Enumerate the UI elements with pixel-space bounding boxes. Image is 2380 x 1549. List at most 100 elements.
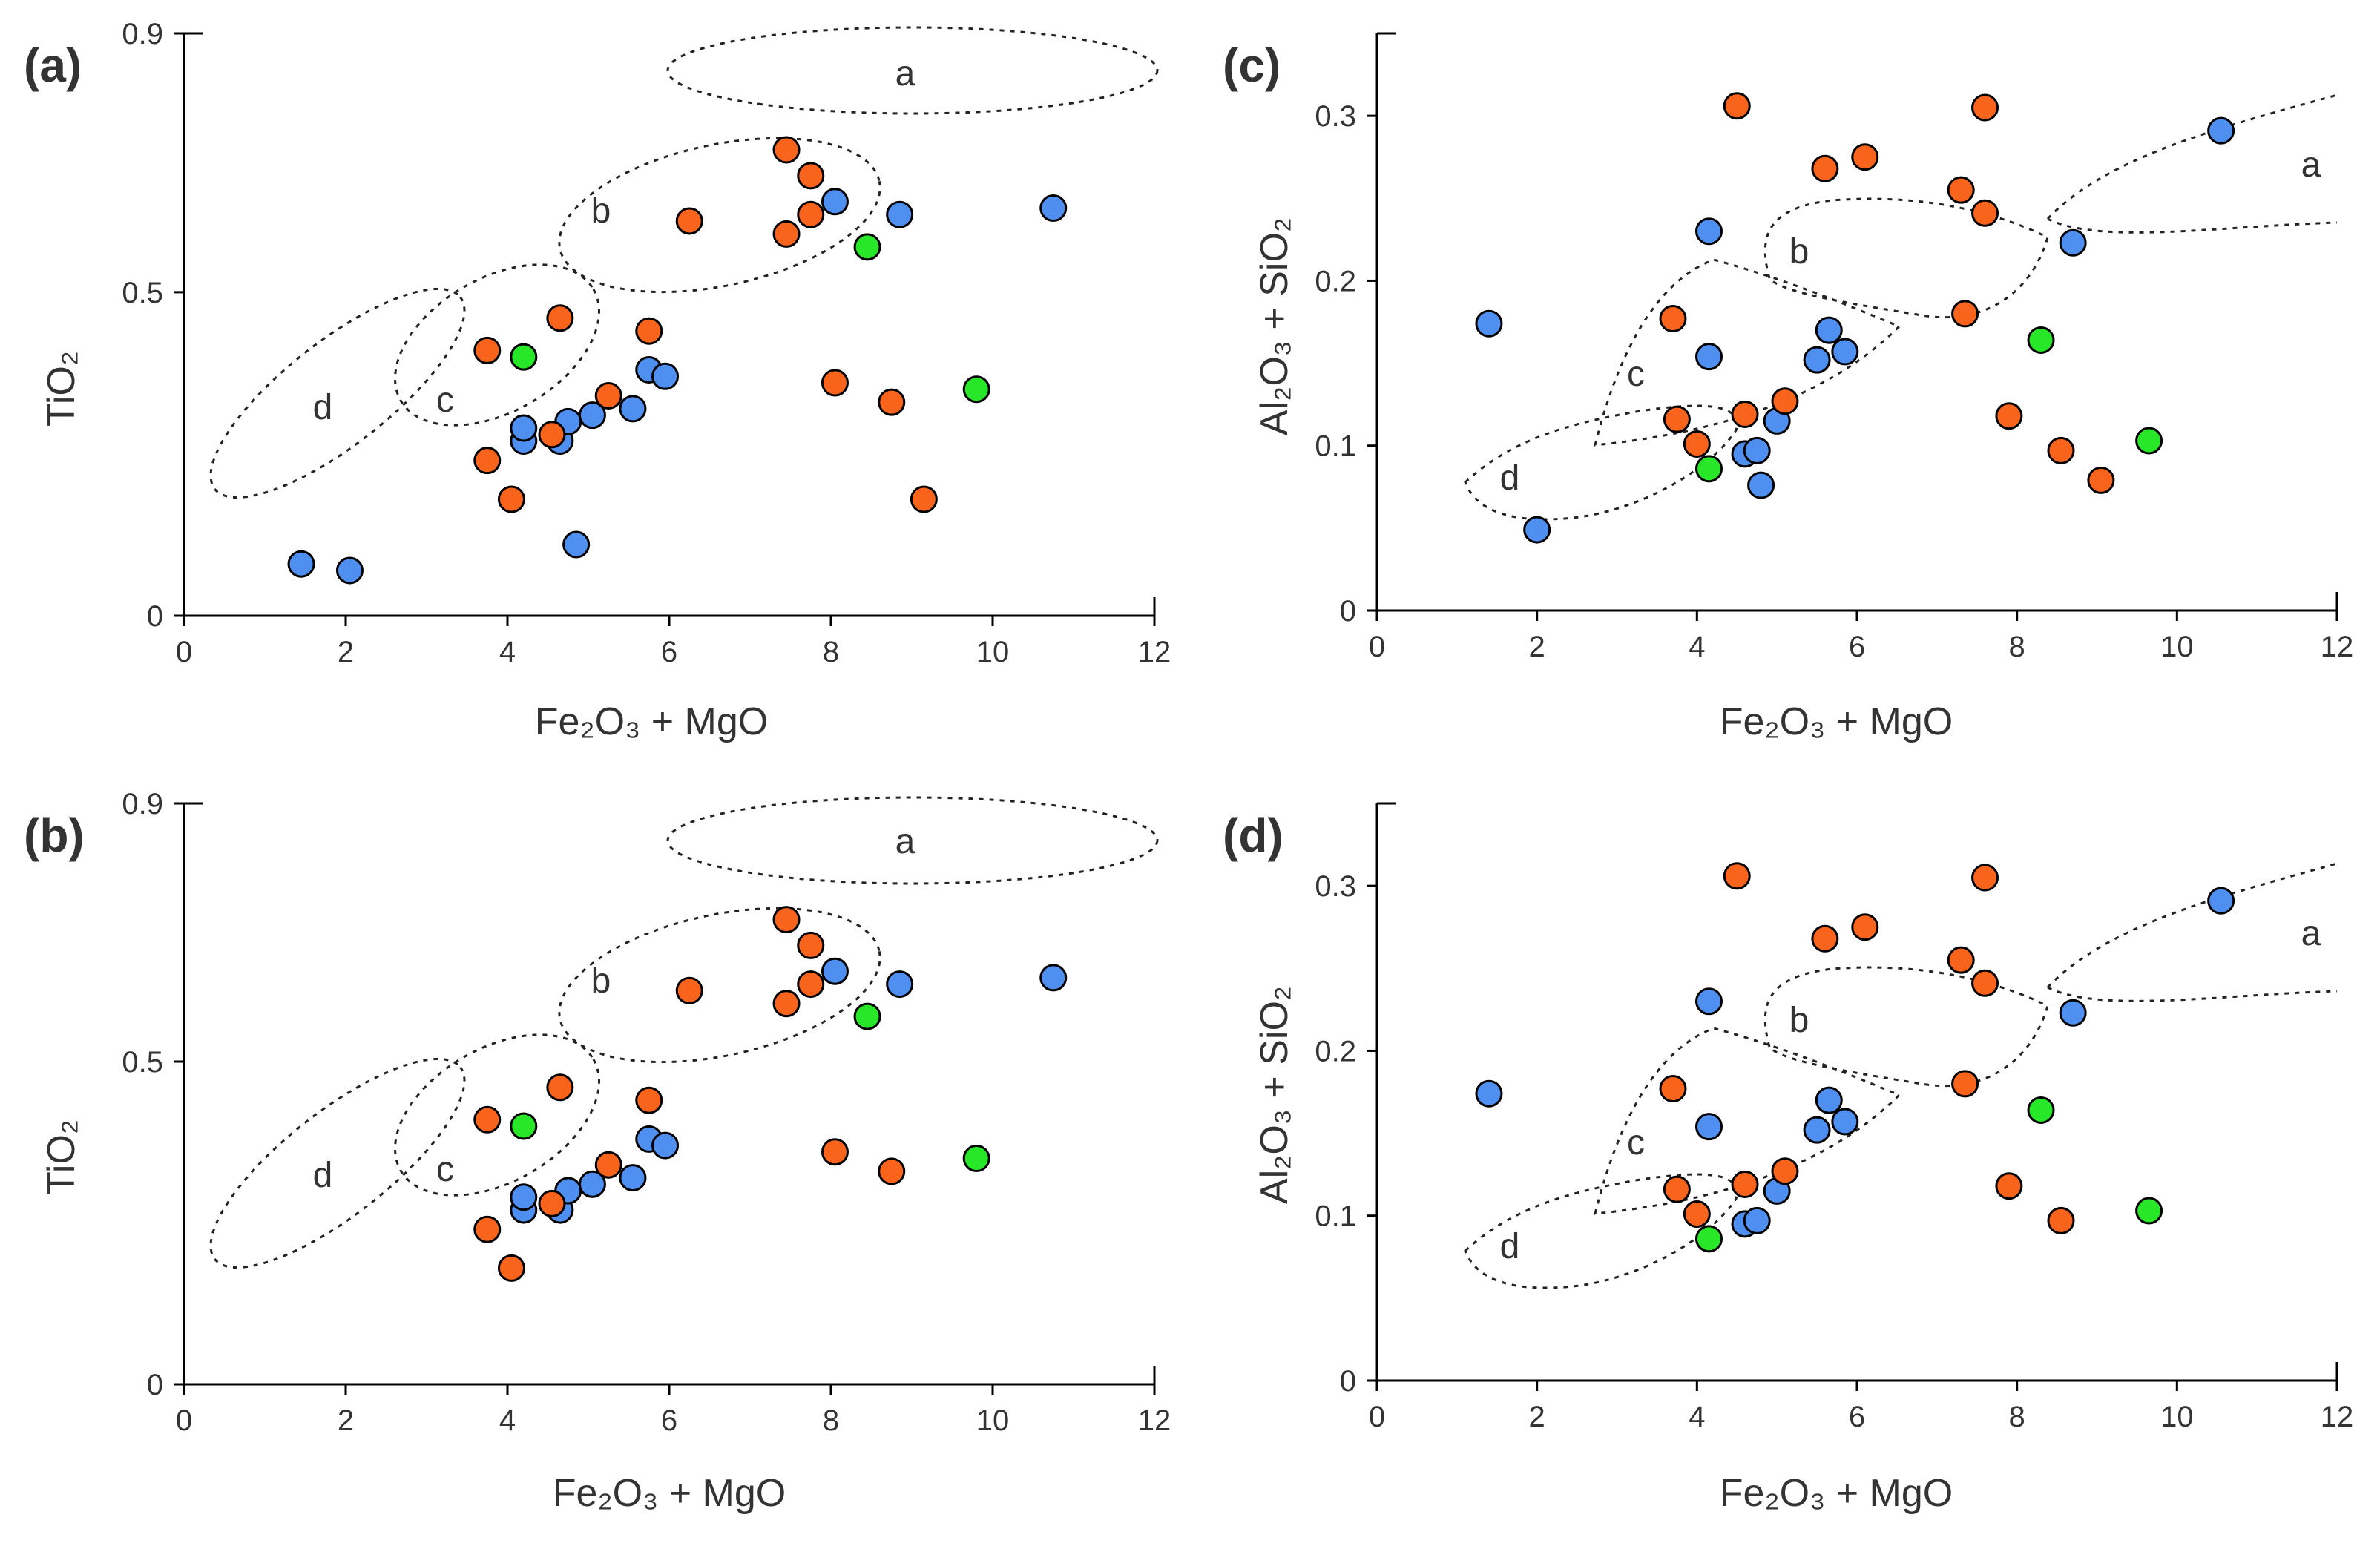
panel-label: (c) xyxy=(1223,39,1281,92)
field-d xyxy=(209,287,466,499)
data-point-blue xyxy=(2207,116,2235,145)
data-point-orange xyxy=(797,162,825,190)
data-point-blue xyxy=(578,1170,606,1198)
data-point-blue xyxy=(510,414,538,442)
data-point-orange xyxy=(772,990,801,1018)
field-b xyxy=(1763,197,2049,319)
x-tick-label: 6 xyxy=(1849,1401,1865,1433)
x-tick-label: 10 xyxy=(976,636,1010,668)
x-tick-label: 6 xyxy=(1849,631,1865,663)
field-label-a: a xyxy=(895,822,915,861)
x-tick-label: 12 xyxy=(2321,631,2354,663)
data-point-blue xyxy=(1803,346,1831,374)
field-label-b: b xyxy=(591,191,611,231)
x-tick-label: 10 xyxy=(2160,631,2194,663)
data-point-orange xyxy=(1811,924,1839,953)
panel-label: (d) xyxy=(1223,809,1283,862)
data-point-orange xyxy=(2087,466,2115,494)
data-point-green xyxy=(853,1002,881,1030)
data-point-blue xyxy=(562,530,591,559)
data-point-orange xyxy=(1663,405,1691,433)
x-axis-title: Fe₂O₃ + MgO xyxy=(535,700,768,743)
data-point-orange xyxy=(1683,430,1711,458)
x-tick-label: 8 xyxy=(823,636,839,668)
data-point-orange xyxy=(1771,387,1799,415)
field-label-d: d xyxy=(313,1156,333,1195)
data-point-blue xyxy=(1039,964,1068,992)
x-tick-label: 12 xyxy=(1138,636,1171,668)
data-point-blue xyxy=(1831,1108,1859,1136)
x-tick-label: 4 xyxy=(499,1404,516,1437)
data-point-orange xyxy=(473,336,502,364)
data-point-orange xyxy=(1971,199,1999,227)
field-label-c: c xyxy=(436,381,454,420)
x-tick-label: 4 xyxy=(1689,631,1705,663)
x-tick-label: 2 xyxy=(1529,631,1545,663)
field-label-d: d xyxy=(1500,1227,1520,1266)
data-point-blue xyxy=(335,556,364,585)
data-point-blue xyxy=(1039,194,1068,222)
data-point-orange xyxy=(2047,1206,2075,1234)
x-tick-label: 8 xyxy=(823,1404,839,1437)
data-point-orange xyxy=(797,200,825,228)
x-axis-title: Fe₂O₃ + MgO xyxy=(1720,1472,1953,1515)
field-c xyxy=(1594,258,1901,447)
data-point-green xyxy=(510,1112,538,1140)
data-point-orange xyxy=(473,1215,502,1243)
data-point-orange xyxy=(772,136,801,164)
data-point-green xyxy=(962,375,990,404)
y-tick-label: 0.9 xyxy=(122,18,163,50)
data-point-blue xyxy=(619,1164,647,1192)
data-point-green xyxy=(2135,427,2163,455)
field-label-b: b xyxy=(1789,232,1809,272)
data-point-orange xyxy=(538,1189,566,1217)
data-point-blue xyxy=(287,550,315,578)
y-tick-label: 0.2 xyxy=(1315,265,1356,297)
data-point-blue xyxy=(886,200,914,228)
data-point-orange xyxy=(1951,300,1979,328)
x-tick-label: 2 xyxy=(1529,1401,1545,1433)
x-tick-label: 4 xyxy=(499,636,516,668)
data-point-blue xyxy=(651,362,680,390)
data-point-orange xyxy=(675,207,703,235)
x-tick-label: 2 xyxy=(338,636,354,668)
data-point-orange xyxy=(910,485,938,513)
data-point-green xyxy=(2027,1096,2055,1124)
x-tick-label: 2 xyxy=(338,1404,354,1437)
y-tick-label: 0 xyxy=(147,1369,163,1401)
data-point-orange xyxy=(878,388,906,416)
field-b xyxy=(558,907,881,1064)
field-label-c: c xyxy=(1627,355,1645,394)
data-point-orange xyxy=(1947,946,1975,974)
y-tick-label: 0.1 xyxy=(1315,430,1356,463)
data-point-orange xyxy=(473,447,502,475)
data-point-orange xyxy=(1723,92,1751,120)
x-tick-label: 10 xyxy=(976,1404,1010,1437)
data-point-orange xyxy=(1971,864,1999,892)
field-label-a: a xyxy=(895,54,915,93)
data-point-orange xyxy=(1851,913,1879,941)
y-tick-label: 0.1 xyxy=(1315,1200,1356,1233)
y-tick-label: 0 xyxy=(147,600,163,633)
data-point-blue xyxy=(2059,228,2087,257)
x-tick-label: 6 xyxy=(661,1404,677,1437)
y-tick-label: 0 xyxy=(1340,595,1356,628)
data-point-orange xyxy=(538,421,566,449)
data-point-blue xyxy=(1747,471,1775,499)
field-c xyxy=(394,1033,600,1197)
data-point-blue xyxy=(1695,343,1723,371)
field-label-b: b xyxy=(1789,1001,1809,1040)
data-point-orange xyxy=(594,381,622,410)
field-label-c: c xyxy=(1627,1123,1645,1162)
x-tick-label: 8 xyxy=(2009,631,2025,663)
field-label-c: c xyxy=(436,1150,454,1189)
data-point-orange xyxy=(1683,1200,1711,1228)
x-tick-label: 12 xyxy=(2321,1401,2354,1433)
y-tick-label: 0.9 xyxy=(122,788,163,820)
data-point-green xyxy=(853,233,881,261)
field-label-b: b xyxy=(591,961,611,1001)
data-point-orange xyxy=(1659,1075,1687,1103)
panel-d: (d) Fe₂O₃ + MgO Al₂O₃ + SiO₂ a b c d 0 2 4… xyxy=(1223,802,2354,1515)
data-point-orange xyxy=(546,1073,574,1102)
field-boundaries: a b c d xyxy=(209,26,1159,499)
